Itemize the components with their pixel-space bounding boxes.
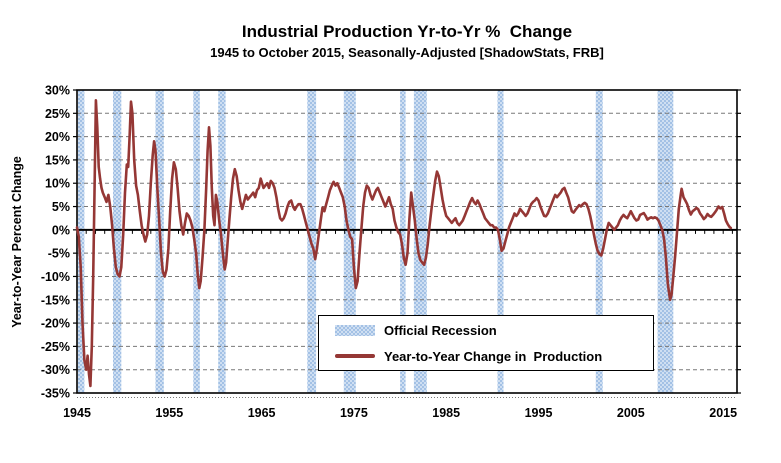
legend-label-production-line: Year-to-Year Change in Production xyxy=(384,348,603,364)
production-line xyxy=(75,99,733,388)
plot-border xyxy=(76,89,738,394)
x-tick-label: 1955 xyxy=(155,406,183,420)
recession-band xyxy=(400,90,406,393)
y-tick-label: 10% xyxy=(45,177,70,191)
y-tick-label: 5% xyxy=(52,200,70,214)
legend-item-recession: Official Recession xyxy=(319,318,653,342)
chart-title: Industrial Production Yr-to-Yr % Change xyxy=(241,22,573,41)
y-tick-label: -20% xyxy=(41,317,70,331)
recession-band xyxy=(193,90,200,393)
y-tick-label: 25% xyxy=(45,107,70,121)
legend: Official Recession Year-to-Year Change i… xyxy=(318,315,654,371)
x-tick-label: 2005 xyxy=(617,406,645,420)
y-tick-label: 30% xyxy=(45,84,70,98)
x-tick-label: 1975 xyxy=(340,406,368,420)
y-tick-label: -25% xyxy=(41,340,70,354)
recession-band xyxy=(77,90,85,393)
recession-band xyxy=(113,90,122,393)
line-swatch xyxy=(335,354,375,358)
y-tick-label: 15% xyxy=(45,153,70,167)
x-tick-label: 1945 xyxy=(63,406,91,420)
y-tick-label: -10% xyxy=(41,270,70,284)
y-tick-label: -30% xyxy=(41,363,70,377)
x-tick-label: 2015 xyxy=(709,406,737,420)
y-tick-label: 0% xyxy=(52,223,70,237)
x-tick-label: 1965 xyxy=(248,406,276,420)
x-tick-label: 1985 xyxy=(432,406,460,420)
y-tick-label: 20% xyxy=(45,130,70,144)
y-tick-label: -15% xyxy=(41,293,70,307)
recession-band xyxy=(595,90,603,393)
chart-subtitle: 1945 to October 2015, Seasonally-Adjuste… xyxy=(210,45,604,60)
legend-label-recession: Official Recession xyxy=(384,322,497,338)
x-tick-label: 1995 xyxy=(525,406,553,420)
y-tick-label: -35% xyxy=(41,387,70,401)
legend-item-production-line: Year-to-Year Change in Production xyxy=(319,344,653,368)
recession-swatch xyxy=(335,324,375,336)
y-tick-label: -5% xyxy=(48,247,70,261)
